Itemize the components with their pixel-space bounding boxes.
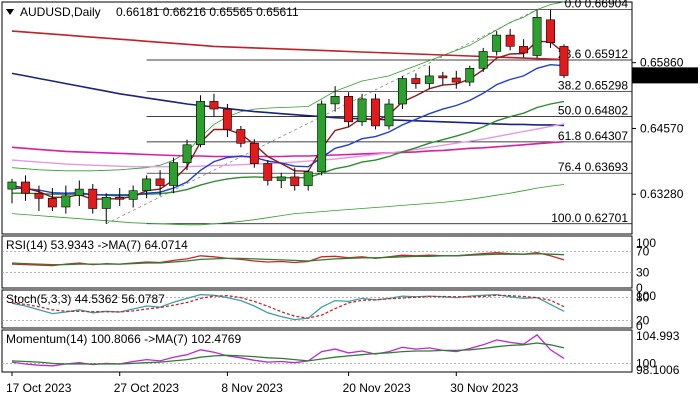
stoch-legend-label: Stoch(5,3,3) 44.5362 56.0787 [6,292,165,306]
rsi-ma-line [11,253,565,266]
bollinger-upper-line [11,1,565,172]
fib-level-label: 0.0 0.66904 [565,0,629,10]
date-axis-label: 30 Nov 2023 [450,381,518,395]
rsi-axis-label: 30 [636,265,650,279]
rsi-legend-label: RSI(14) 53.9343 ->MA(7) 64.0714 [6,238,188,252]
candle-bearish [438,75,448,79]
candle-bearish [519,46,529,54]
candle-bearish [115,197,125,200]
candle-bullish [303,171,313,186]
ma-magenta-line [11,140,565,158]
candle-bearish [370,98,380,127]
candle-bearish [344,96,353,123]
fib-level-label: 38.2 0.65298 [558,78,628,92]
candle-bearish [290,176,300,186]
ma-pink-line [11,123,565,168]
candle-bearish [236,129,246,144]
last-price-badge [632,67,698,84]
bollinger-lower-line [11,184,565,226]
candle-bullish [74,188,84,197]
candle-bullish [492,34,502,52]
date-axis-label: 20 Nov 2023 [343,381,411,395]
rsi-axis-label: 70 [636,245,650,259]
candle-bullish [61,195,71,208]
fib-level-label: 50.0 0.64802 [558,104,628,118]
candle-bullish [128,190,138,200]
price-axis-label: 0.63280 [640,187,684,201]
candle-bearish [209,101,219,110]
candle-bullish [465,68,475,83]
candle-bearish [34,192,44,199]
rsi-axis-label: 0 [636,281,643,295]
candle-bearish [263,163,273,181]
candle-bullish [276,176,286,181]
candle-bearish [20,181,30,194]
candle-bullish [7,181,17,190]
fib-level-label: 61.8 0.64307 [558,129,628,143]
candle-bullish [182,144,192,163]
candle-bullish [397,78,407,105]
stoch-axis-label: 80 [636,291,650,305]
candle-bearish [88,188,98,209]
price-axis-label: 0.65860 [640,56,684,70]
ohlc-values-label: 0.66181 0.66216 0.65565 0.65611 [116,5,299,19]
candle-bullish [101,197,111,209]
pane-frame-main [1,1,633,235]
candle-bullish [478,51,488,69]
symbol-timeframe-label: AUDUSD,Daily [20,5,101,19]
rsi-axis-label: 100 [636,236,656,250]
pane-frame-stoch [1,289,633,329]
candle-bearish [546,19,556,43]
date-axis-label: 17 Oct 2023 [6,381,72,395]
stoch-axis-label: 20 [636,313,650,327]
pane-frame-rsi [1,235,633,289]
momentum-axis-label: 100 [636,356,656,370]
momentum-axis-label: 98.1006 [636,363,680,377]
ema-blue-line [11,63,565,197]
candle-bearish [222,108,232,130]
candle-bullish [330,96,340,105]
stoch-axis-label: 100 [636,289,656,303]
candle-bullish [532,16,542,56]
candle-bearish [559,46,569,76]
fib-level-label: 100.0 0.62701 [551,211,628,225]
candle-bullish [169,162,178,186]
candle-bearish [249,142,259,164]
candle-bearish [411,78,421,84]
candle-bearish [451,77,461,83]
price-axis-label: 0.64570 [640,121,684,135]
fib-level-label: 23.6 0.65912 [558,47,628,61]
momentum-legend-label: Momentum(14) 100.8066 ->MA(7) 102.4769 [6,332,241,346]
candle-bullish [357,98,367,123]
fib-level-label: 76.4 0.63693 [558,160,628,174]
pane-frame-mom [1,329,633,373]
ma-red-line [11,30,565,61]
date-axis-label: 27 Oct 2023 [114,381,180,395]
momentum-axis-label: 104.993 [636,329,680,343]
momentum-ma-line [11,342,565,365]
candle-bullish [142,178,152,191]
stoch-axis-label: 0 [636,319,643,333]
candle-bullish [424,75,434,84]
collapse-triangle-icon [6,9,14,15]
last-price-label: 0.65611 [638,69,681,83]
candle-bearish [155,178,165,186]
candle-bullish [317,103,327,173]
candle-bearish [47,198,57,208]
ma-navy-line [11,72,565,127]
date-axis-label: 8 Nov 2023 [221,381,283,395]
candle-bullish [196,101,205,146]
candle-bearish [505,34,515,47]
stoch-signal-line [11,294,565,319]
candle-bullish [384,103,394,127]
